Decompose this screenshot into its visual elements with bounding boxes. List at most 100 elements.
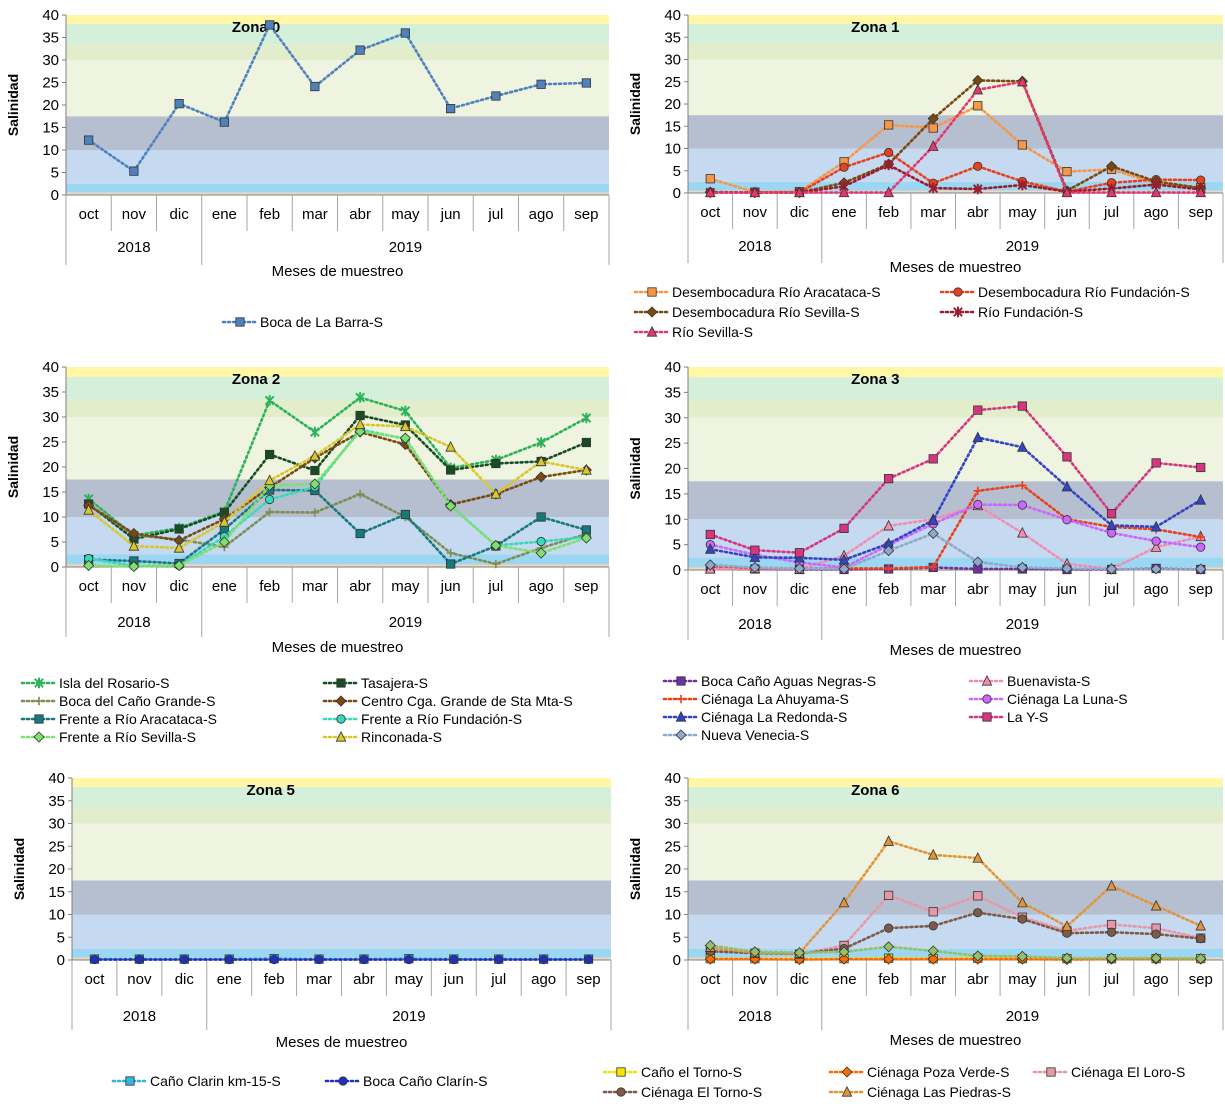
salinity-band [66,554,609,565]
chart-title: Zona 5 [246,782,294,799]
x-tick-label: may [391,578,420,595]
data-point [1017,914,1027,924]
data-point [491,458,501,469]
chart-panel-0: 0 5 10 15 20 25 30 35 40 Salinidad oct nov dic ene feb… [5,7,610,330]
data-point [1196,532,1205,542]
legend-label: Ciénaga La Luna-S [1007,691,1128,707]
data-point [355,45,365,55]
data-point [839,162,849,172]
data-point [883,545,895,557]
legend-item: Boca de La Barra-S [221,314,383,330]
x-tick-label: ago [531,971,556,988]
salinity-band [688,15,1223,24]
y-tick-label: 25 [664,74,681,91]
data-point [838,896,850,908]
data-point [883,159,894,171]
x-tick-label: mar [302,578,328,595]
chart-panel-2: 0 5 10 15 20 25 30 35 40 Salinidad oct nov dic ene feb… [5,359,610,745]
legend-label: Frente a Río Aracataca-S [59,711,217,727]
data-point [1061,952,1073,964]
y-axis-label: Salinidad [11,838,27,900]
legend-item: Rinconada-S [322,729,442,745]
legend-item: Frente a Río Aracataca-S [20,711,217,727]
y-tick-label: 10 [664,907,681,924]
data-point [749,561,761,574]
salinity-band [66,417,609,480]
legend-item: La Y-S [968,709,1048,725]
legend-label: Centro Cga. Grande de Sta Mta-S [361,693,573,709]
data-point [83,559,95,572]
chart-panel-1: 0 5 10 15 20 25 30 35 40 Salinidad oct nov dic ene feb… [627,7,1224,340]
x-tick-label: mar [306,971,332,988]
year-label: 2019 [1006,238,1039,255]
x-tick-label: mar [302,206,328,223]
x-tick-label: abr [967,204,989,221]
data-point [310,508,320,517]
data-point [1016,561,1028,574]
y-tick-label: 0 [51,187,59,204]
data-point [128,560,140,573]
data-point [359,954,369,965]
data-point [1017,401,1027,411]
data-point [972,851,984,863]
year-label: 2019 [1006,616,1039,633]
salinity-band [72,914,611,949]
x-tick-label: jul [487,206,503,223]
legend-item: Desembocadura Río Fundación-S [939,284,1190,300]
data-point [134,954,144,965]
y-tick-label: 15 [48,884,65,901]
y-tick-label: 30 [664,52,681,69]
salinity-band [72,778,611,788]
data-point [309,426,320,438]
y-tick-label: 40 [42,359,59,376]
x-axis-label: Meses de muestreo [276,1034,408,1051]
series-line [87,428,588,568]
data-point [446,465,456,475]
y-tick-label: 25 [664,435,681,452]
legend-marker [34,677,44,689]
data-point [973,499,983,510]
data-point [1150,563,1162,575]
data-point [219,515,230,527]
x-tick-label: may [395,971,424,988]
data-point [491,91,501,101]
y-tick-label: 20 [48,861,65,878]
legend-marker [981,674,993,686]
y-tick-label: 10 [664,141,681,158]
legend-label: Ciénaga La Ahuyama-S [701,691,849,707]
data-point [927,945,939,957]
legend-item: Desembocadura Río Aracataca-S [633,284,881,300]
x-tick-label: mar [920,204,946,221]
data-point [838,563,850,575]
data-point [1106,927,1117,937]
y-axis-label: Salinidad [627,838,643,900]
data-point [446,559,456,569]
data-point [355,392,366,403]
data-point [705,529,715,540]
data-point [399,432,411,444]
x-tick-label: ago [529,578,554,595]
y-tick-label: 20 [664,96,681,113]
data-point [535,455,547,467]
y-tick-label: 5 [673,929,681,946]
y-tick-label: 5 [673,537,681,554]
y-tick-label: 5 [51,165,59,182]
legend-item: Ciénaga Poza Verde-S [828,1064,1009,1080]
x-tick-label: jul [1103,581,1119,598]
data-point [173,541,185,553]
x-tick-label: jun [1056,581,1077,598]
salinity-band [66,367,609,377]
legend-marker [647,287,657,297]
legend-label: Ciénaga El Torno-S [641,1084,762,1100]
data-point [269,954,279,965]
x-tick-label: nov [127,971,152,988]
data-point [704,953,716,965]
y-tick-label: 5 [57,929,65,946]
salinity-band [66,192,609,195]
x-tick-label: ago [1144,581,1169,598]
y-tick-label: 0 [673,562,681,579]
y-tick-label: 0 [673,952,681,969]
x-tick-label: dic [790,581,810,598]
year-label: 2018 [738,616,771,633]
legend-label: Ciénaga La Redonda-S [701,709,847,725]
